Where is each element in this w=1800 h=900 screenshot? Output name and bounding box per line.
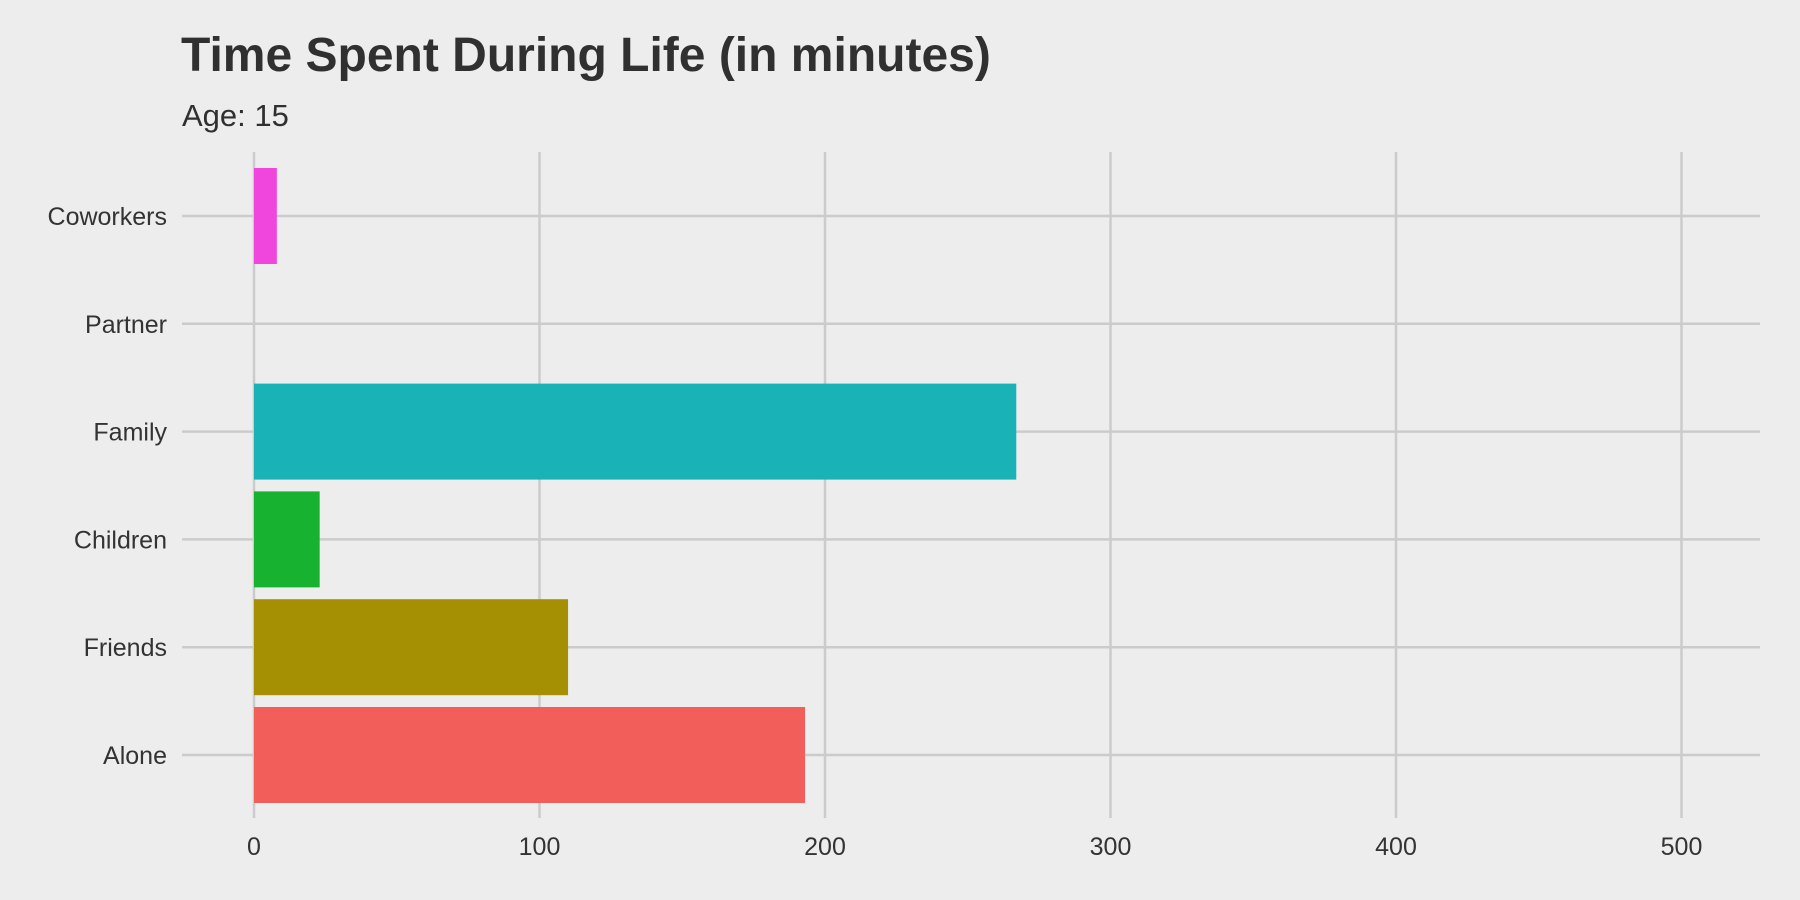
x-tick-label-400: 400: [1375, 833, 1417, 861]
y-tick-label-partner: Partner: [85, 311, 167, 339]
x-tick-label-500: 500: [1661, 833, 1703, 861]
x-tick-label-200: 200: [804, 833, 846, 861]
x-tick-label-300: 300: [1090, 833, 1132, 861]
x-tick-label-0: 0: [247, 833, 261, 861]
y-tick-label-coworkers: Coworkers: [48, 203, 167, 231]
bars: [254, 168, 1017, 803]
y-tick-label-family: Family: [93, 419, 167, 447]
bar-family: [254, 383, 1017, 480]
category-axis-labels: Coworkers Partner Family Children Friends Alo…: [48, 203, 168, 770]
y-tick-label-children: Children: [74, 526, 167, 554]
bar-alone: [254, 707, 806, 803]
bar-coworkers: [254, 168, 277, 264]
chart-title: Time Spent During Life (in minutes): [181, 29, 991, 82]
value-axis-labels: 0 100 200 300 400 500: [247, 833, 1702, 861]
x-tick-label-100: 100: [519, 833, 561, 861]
y-tick-label-alone: Alone: [103, 742, 167, 770]
chart-subtitle: Age: 15: [182, 98, 289, 133]
bar-friends: [254, 599, 569, 696]
bar-children: [254, 491, 320, 588]
y-tick-label-friends: Friends: [84, 634, 167, 662]
